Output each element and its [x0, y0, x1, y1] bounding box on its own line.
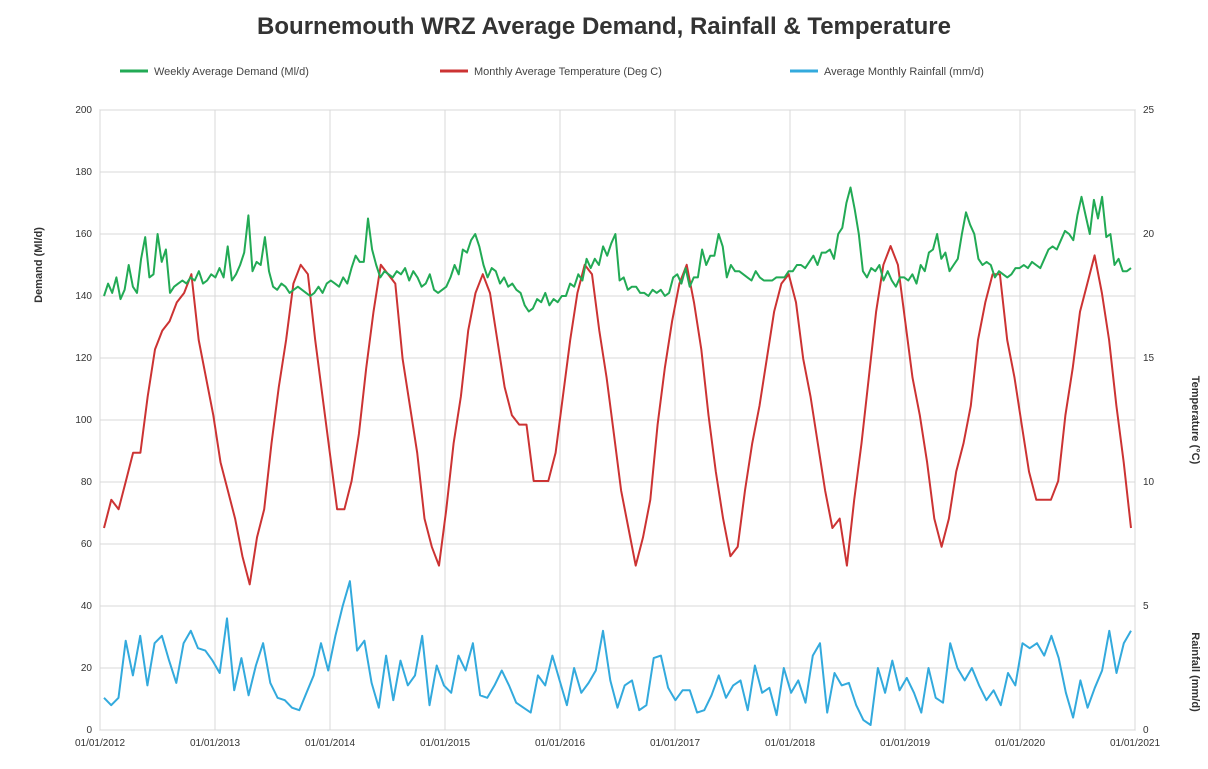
series-line-monthly-average-temperature-deg-c: [103, 245, 1132, 586]
legend-label: Weekly Average Demand (Ml/d): [154, 66, 309, 78]
x-tick-label: 01/01/2021: [1110, 738, 1160, 749]
x-tick-label: 01/01/2018: [765, 738, 815, 749]
y-right-rain-axis-title: Rainfall (mm/d): [1189, 632, 1201, 712]
y-right-temp-tick-label: 5: [1143, 601, 1149, 612]
y-left-tick-label: 140: [75, 291, 92, 302]
y-right-temp-axis-title: Temperature (°C): [1189, 376, 1201, 465]
x-tick-label: 01/01/2019: [880, 738, 930, 749]
x-tick-label: 01/01/2015: [420, 738, 470, 749]
y-left-tick-label: 0: [86, 725, 92, 736]
series-layer: [103, 186, 1132, 726]
y-right-temp-tick-label: 15: [1143, 353, 1155, 364]
x-tick-label: 01/01/2012: [75, 738, 125, 749]
y-left-tick-label: 20: [81, 663, 93, 674]
y-left-tick-label: 160: [75, 229, 92, 240]
grid: [99, 109, 1136, 731]
y-left-tick-label: 100: [75, 415, 92, 426]
y-left-tick-label: 60: [81, 539, 93, 550]
y-left-tick-label: 120: [75, 353, 92, 364]
legend-label: Monthly Average Temperature (Deg C): [474, 66, 662, 78]
y-right-temp-tick-label: 20: [1143, 229, 1155, 240]
y-left-tick-label: 80: [81, 477, 93, 488]
x-tick-label: 01/01/2014: [305, 738, 355, 749]
legend: Weekly Average Demand (Ml/d) Monthly Aver…: [120, 66, 984, 78]
x-tick-label: 01/01/2020: [995, 738, 1045, 749]
y-left-axis-title: Demand (Ml/d): [33, 227, 45, 303]
chart-title: Bournemouth WRZ Average Demand, Rainfall…: [257, 13, 951, 40]
y-right-temp-tick-label: 25: [1143, 105, 1155, 116]
y-right-temp-tick-label: 10: [1143, 477, 1155, 488]
y-left-tick-label: 200: [75, 105, 92, 116]
x-tick-label: 01/01/2017: [650, 738, 700, 749]
x-tick-label: 01/01/2016: [535, 738, 585, 749]
y-right-rain-tick-label: 0: [1143, 725, 1149, 736]
series-line-average-monthly-rainfall-mm-d: [103, 580, 1132, 726]
legend-label: Average Monthly Rainfall (mm/d): [824, 66, 984, 78]
y-left-tick-label: 40: [81, 601, 93, 612]
series-line-weekly-average-demand-ml-d: [103, 186, 1132, 313]
x-tick-label: 01/01/2013: [190, 738, 240, 749]
y-left-tick-label: 180: [75, 167, 92, 178]
